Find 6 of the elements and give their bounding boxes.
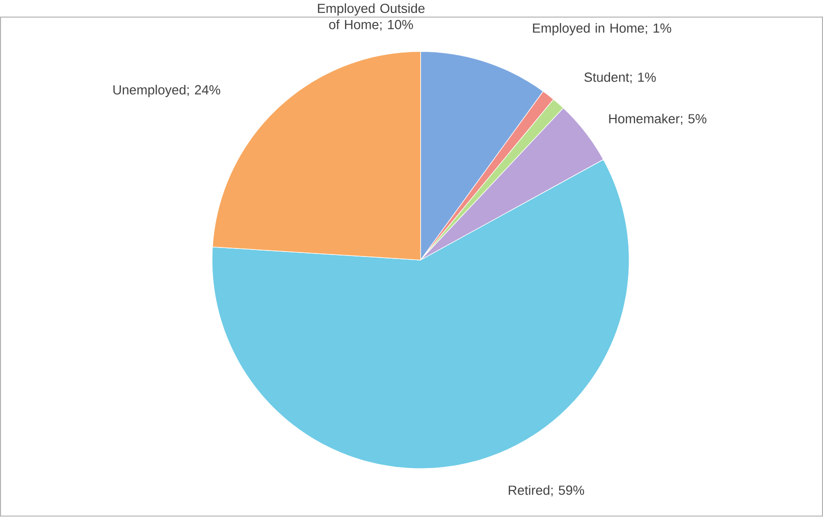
slice-label: Retired; 59%: [508, 485, 584, 497]
slice-label: Unemployed; 24%: [113, 85, 220, 98]
slice-label: Employed Outside of Home; 10%: [318, 4, 425, 31]
slice-label: Student; 1%: [584, 72, 656, 84]
slice-label: Homemaker; 5%: [609, 114, 706, 126]
slice-label: Employed in Home; 1%: [533, 23, 672, 36]
